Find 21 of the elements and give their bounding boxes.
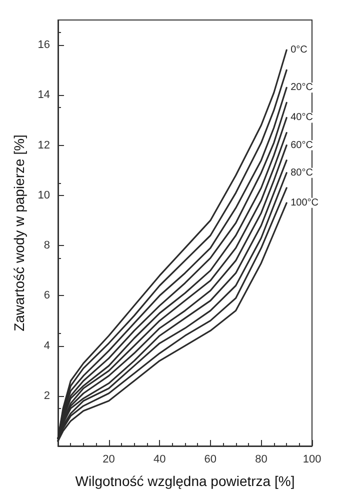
- y-tick-label: 6: [44, 290, 50, 302]
- series-label: 80°C: [290, 167, 313, 178]
- y-tick-label: 4: [44, 340, 50, 352]
- y-tick-label: 14: [38, 89, 50, 102]
- y-tick-label: 12: [38, 139, 50, 152]
- y-tick-label: 16: [38, 39, 50, 52]
- y-tick-label: 8: [44, 240, 50, 252]
- x-axis-title: Wilgotność względna powietrza [%]: [75, 473, 295, 489]
- x-tick-label: 60: [204, 454, 217, 466]
- x-tick-label: 100: [302, 454, 322, 466]
- series-label: 60°C: [290, 140, 313, 151]
- x-tick-label: 40: [153, 454, 166, 466]
- series-label: 40°C: [290, 112, 313, 124]
- x-tick-label: 20: [102, 454, 115, 466]
- y-tick-label: 10: [38, 189, 50, 202]
- series-label: 20°C: [290, 82, 313, 94]
- x-tick-label: 80: [255, 454, 268, 466]
- series-label: 100°C: [290, 197, 319, 208]
- y-axis-title: Zawartość wody w papierze [%]: [11, 134, 27, 332]
- y-tick-label: 2: [44, 390, 50, 402]
- series-label: 0°C: [290, 44, 308, 56]
